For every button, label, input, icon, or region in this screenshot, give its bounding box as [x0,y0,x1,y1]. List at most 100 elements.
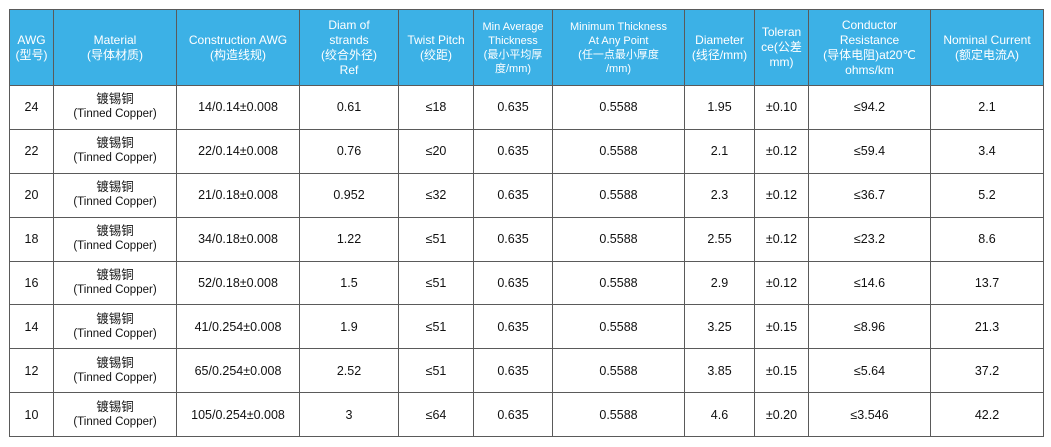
construction-cell: 52/0.18±0.008 [176,260,300,306]
header-line: Nominal Current [943,32,1031,47]
current-cell: 2.1 [930,85,1044,130]
header-line: Thickness [488,34,538,47]
material-cell: 镀锡铜 (Tinned Copper) [53,172,177,218]
table-row: 14 镀锡铜 (Tinned Copper) 41/0.254±0.008 1.9 ≤51… [9,304,1044,350]
header-tolerance: Toleran ce(公差 mm) [754,9,809,86]
material-cell: 镀锡铜 (Tinned Copper) [53,85,177,130]
twist-pitch-cell: ≤32 [398,172,474,218]
header-line: (线径/mm) [691,47,748,62]
resistance-cell: ≤8.96 [808,304,931,350]
diameter-cell: 2.9 [684,260,755,306]
diam-strands-cell: 2.52 [299,348,399,394]
header-line: (最小平均厚 [483,48,543,61]
header-line: (绞距) [420,47,452,62]
resistance-cell: ≤23.2 [808,216,931,262]
header-construction-awg: Construction AWG (构造线规) [176,9,300,86]
resistance-cell: ≤59.4 [808,128,931,174]
current-cell: 8.6 [930,216,1044,262]
min-thickness-point-cell: 0.5588 [552,304,685,350]
construction-cell: 41/0.254±0.008 [176,304,300,350]
header-line: Min Average [482,20,544,33]
table-row: 24 镀锡铜 (Tinned Copper) 14/0.14±0.008 0.61 ≤18… [9,85,1044,130]
twist-pitch-cell: ≤20 [398,128,474,174]
tolerance-cell: ±0.12 [754,128,809,174]
material-cell: 镀锡铜 (Tinned Copper) [53,128,177,174]
material-en-label: (Tinned Copper) [73,327,157,340]
table-row: 22 镀锡铜 (Tinned Copper) 22/0.14±0.008 0.76 ≤20… [9,128,1044,174]
twist-pitch-cell: ≤51 [398,348,474,394]
construction-cell: 65/0.254±0.008 [176,348,300,394]
awg-cell: 18 [9,216,54,262]
header-line: (导体电阻)at20℃ [823,47,916,62]
header-line: Ref [339,62,359,77]
diam-strands-cell: 0.952 [299,172,399,218]
material-cn-label: 镀锡铜 [96,399,134,414]
material-cn-label: 镀锡铜 [96,180,134,195]
min-thickness-point-cell: 0.5588 [552,128,685,174]
header-line: (绞合外径) [321,47,377,62]
header-awg: AWG (型号) [9,9,54,86]
diam-strands-cell: 3 [299,392,399,437]
diameter-cell: 1.95 [684,85,755,130]
diameter-cell: 3.25 [684,304,755,350]
current-cell: 37.2 [930,348,1044,394]
min-thickness-point-cell: 0.5588 [552,172,685,218]
min-thickness-point-cell: 0.5588 [552,348,685,394]
material-cn-label: 镀锡铜 [96,267,134,282]
awg-cell: 24 [9,85,54,130]
header-line: ohms/km [845,62,894,77]
header-material: Material (导体材质) [53,9,177,86]
awg-cell: 12 [9,348,54,394]
min-avg-thickness-cell: 0.635 [473,128,553,174]
header-line: Toleran [761,25,802,39]
material-en-label: (Tinned Copper) [73,283,157,296]
material-en-label: (Tinned Copper) [73,415,157,428]
diam-strands-cell: 1.9 [299,304,399,350]
tolerance-cell: ±0.12 [754,172,809,218]
diameter-cell: 2.1 [684,128,755,174]
current-cell: 13.7 [930,260,1044,306]
header-line: Conductor [841,17,898,32]
diameter-cell: 4.6 [684,392,755,437]
table-row: 18 镀锡铜 (Tinned Copper) 34/0.18±0.008 1.22 ≤51… [9,216,1044,262]
twist-pitch-cell: ≤51 [398,304,474,350]
min-avg-thickness-cell: 0.635 [473,85,553,130]
current-cell: 3.4 [930,128,1044,174]
min-avg-thickness-cell: 0.635 [473,172,553,218]
header-line: (额定电流A) [955,47,1019,62]
min-avg-thickness-cell: 0.635 [473,260,553,306]
header-line: 度/mm) [494,62,532,75]
header-line: (构造线规) [210,47,266,62]
header-line: Diam of [328,17,370,32]
resistance-cell: ≤5.64 [808,348,931,394]
tolerance-cell: ±0.10 [754,85,809,130]
header-twist-pitch: Twist Pitch (绞距) [398,9,474,86]
material-cn-label: 镀锡铜 [96,311,134,326]
header-diam-of-strands: Diam of strands (绞合外径) Ref [299,9,399,86]
table-row: 12 镀锡铜 (Tinned Copper) 65/0.254±0.008 2.52 ≤5… [9,348,1044,394]
material-en-label: (Tinned Copper) [73,371,157,384]
header-line: Material [93,32,137,47]
diam-strands-cell: 1.5 [299,260,399,306]
header-min-average-thickness: Min Average Thickness (最小平均厚 度/mm) [473,9,553,86]
awg-cell: 16 [9,260,54,306]
construction-cell: 34/0.18±0.008 [176,216,300,262]
header-line: Resistance [839,32,900,47]
twist-pitch-cell: ≤51 [398,260,474,306]
material-cn-label: 镀锡铜 [96,224,134,239]
construction-cell: 14/0.14±0.008 [176,85,300,130]
header-line: AWG [17,32,46,47]
twist-pitch-cell: ≤18 [398,85,474,130]
header-line: Minimum Thickness [570,20,667,33]
construction-cell: 21/0.18±0.008 [176,172,300,218]
awg-cell: 22 [9,128,54,174]
header-line: /mm) [605,62,632,75]
resistance-cell: ≤94.2 [808,85,931,130]
material-cell: 镀锡铜 (Tinned Copper) [53,216,177,262]
material-cn-label: 镀锡铜 [96,92,134,107]
resistance-cell: ≤14.6 [808,260,931,306]
material-cell: 镀锡铜 (Tinned Copper) [53,260,177,306]
header-diameter: Diameter (线径/mm) [684,9,755,86]
header-row: AWG (型号) Material (导体材质) Construction AWG (构造… [9,9,1044,86]
min-avg-thickness-cell: 0.635 [473,392,553,437]
